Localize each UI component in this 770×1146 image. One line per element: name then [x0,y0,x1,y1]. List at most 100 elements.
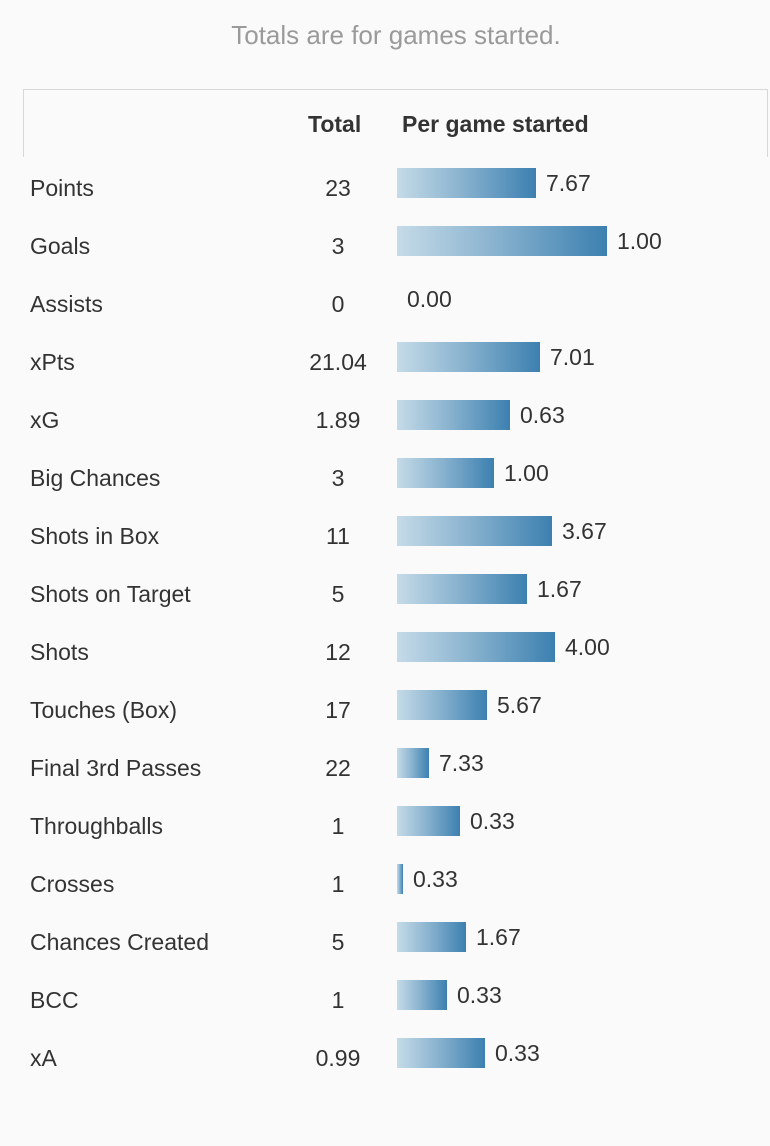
per-game-bar [397,806,460,836]
table-row: xPts 21.04 7.01 [0,334,770,392]
row-label: xG [30,407,60,433]
table-row: Big Chances 3 1.00 [0,450,770,508]
table-row: Chances Created 5 1.67 [0,914,770,972]
row-total: 1 [331,987,345,1013]
per-game-cell: 4.00 [397,632,610,662]
row-label: xA [30,1045,57,1071]
column-header-total: Total [308,111,362,137]
row-total: 1 [331,813,345,839]
row-total: 17 [325,697,351,723]
table-row: BCC 1 0.33 [0,972,770,1030]
per-game-value: 0.33 [470,807,515,834]
row-label: Shots in Box [30,523,160,549]
row-total: 5 [331,929,345,955]
table-row: xA 0.99 0.33 [0,1030,770,1088]
per-game-value: 0.33 [413,865,458,892]
per-game-value: 1.00 [617,227,662,254]
table-row: xG 1.89 0.63 [0,392,770,450]
row-label: Shots [30,639,89,665]
per-game-cell: 0.00 [397,284,452,314]
per-game-bar [397,690,487,720]
per-game-cell: 1.67 [397,574,582,604]
per-game-cell: 7.67 [397,168,591,198]
per-game-bar [397,1038,485,1068]
table-row: Points 23 7.67 [0,160,770,218]
row-total: 3 [331,465,345,491]
per-game-value: 7.67 [546,169,591,196]
row-total: 23 [325,175,351,201]
per-game-bar [397,516,552,546]
table-header-frame [23,89,768,157]
row-label: Throughballs [30,813,163,839]
per-game-value: 7.33 [439,749,484,776]
row-total: 1.89 [315,407,361,433]
per-game-cell: 0.33 [397,980,502,1010]
per-game-bar [397,748,429,778]
row-label: Touches (Box) [30,697,178,723]
row-label: Chances Created [30,929,209,955]
table-row: Goals 3 1.00 [0,218,770,276]
table-row: Assists 0 0.00 [0,276,770,334]
table-row: Touches (Box) 17 5.67 [0,682,770,740]
row-label: Big Chances [30,465,161,491]
per-game-value: 1.00 [504,459,549,486]
per-game-value: 0.33 [495,1039,540,1066]
row-total: 5 [331,581,345,607]
per-game-cell: 1.00 [397,458,549,488]
table-row: Crosses 1 0.33 [0,856,770,914]
per-game-bar [397,574,527,604]
per-game-bar [397,980,447,1010]
per-game-value: 0.00 [407,285,452,312]
per-game-bar [397,458,494,488]
column-header-per-game: Per game started [402,111,589,137]
per-game-bar [397,632,555,662]
per-game-cell: 0.33 [397,806,515,836]
per-game-value: 5.67 [497,691,542,718]
row-label: Final 3rd Passes [30,755,202,781]
table-row: Final 3rd Passes 22 7.33 [0,740,770,798]
row-total: 0 [331,291,345,317]
row-total: 12 [325,639,351,665]
per-game-value: 1.67 [476,923,521,950]
row-total: 22 [325,755,351,781]
row-label: xPts [30,349,75,375]
table-row: Shots in Box 11 3.67 [0,508,770,566]
per-game-bar [397,400,510,430]
row-total: 3 [331,233,345,259]
row-label: BCC [30,987,79,1013]
per-game-cell: 3.67 [397,516,607,546]
per-game-bar [397,864,403,894]
row-label: Points [30,175,94,201]
row-label: Assists [30,291,103,317]
row-total: 1 [331,871,345,897]
per-game-value: 7.01 [550,343,595,370]
per-game-cell: 1.00 [397,226,662,256]
per-game-bar [397,922,466,952]
per-game-value: 4.00 [565,633,610,660]
per-game-value: 0.63 [520,401,565,428]
table-row: Throughballs 1 0.33 [0,798,770,856]
per-game-bar [397,342,540,372]
per-game-cell: 7.01 [397,342,595,372]
per-game-cell: 5.67 [397,690,542,720]
row-label: Goals [30,233,91,259]
per-game-bar [397,226,607,256]
per-game-cell: 0.33 [397,864,458,894]
stats-table-body: Points 23 7.67 Goals 3 1.00 Assists 0 0.00 xPts 21… [0,160,770,1088]
row-total: 21.04 [309,349,367,375]
per-game-cell: 7.33 [397,748,484,778]
row-total: 11 [326,523,350,549]
table-row: Shots 12 4.00 [0,624,770,682]
per-game-value: 1.67 [537,575,582,602]
row-label: Crosses [30,871,115,897]
per-game-value: 3.67 [562,517,607,544]
row-total: 0.99 [315,1045,361,1071]
table-row: Shots on Target 5 1.67 [0,566,770,624]
per-game-cell: 0.63 [397,400,565,430]
per-game-value: 0.33 [457,981,502,1008]
per-game-cell: 1.67 [397,922,521,952]
table-caption: Totals are for games started. [231,20,561,50]
row-label: Shots on Target [30,581,191,607]
per-game-bar [397,168,536,198]
per-game-cell: 0.33 [397,1038,540,1068]
